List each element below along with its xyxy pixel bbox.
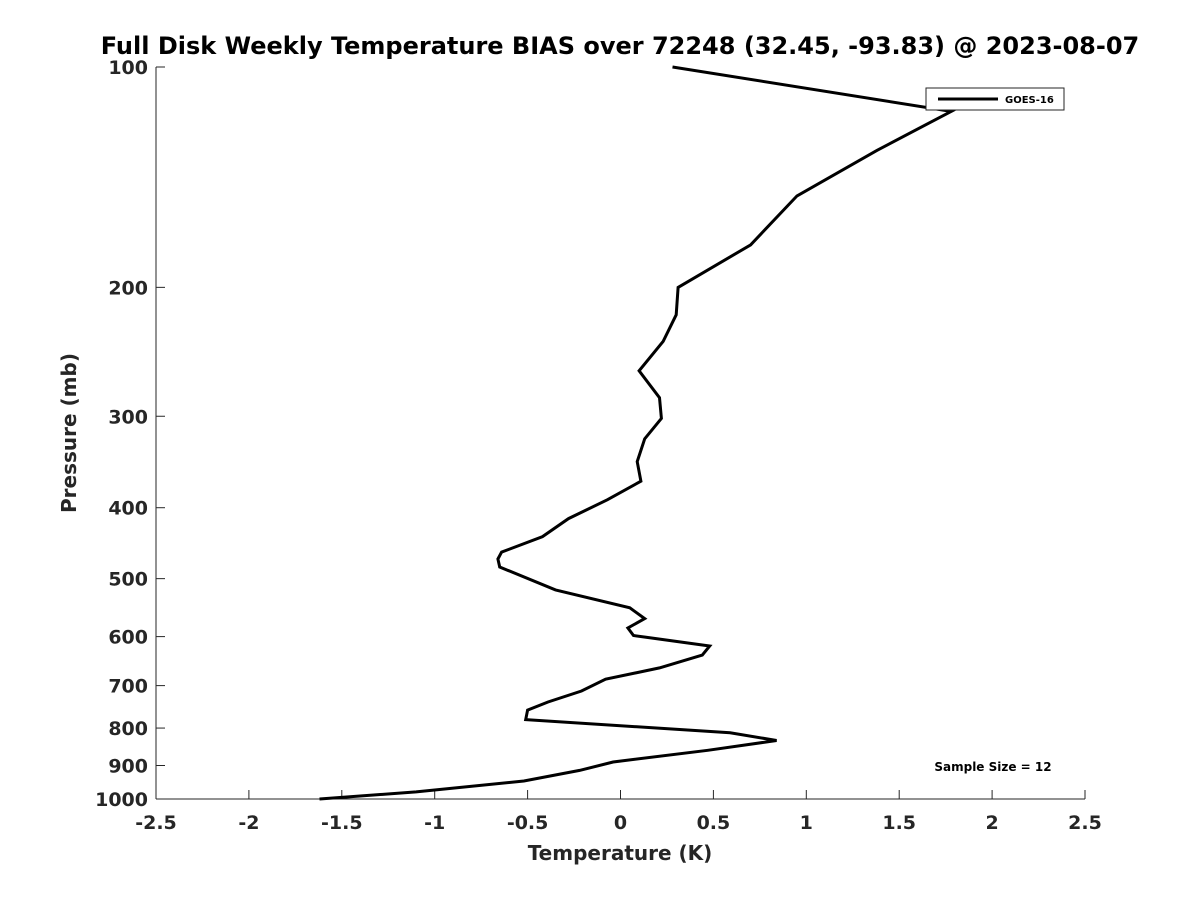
series-group xyxy=(319,65,956,801)
x-tick-label: 2.5 xyxy=(1068,812,1102,834)
legend-label-goes-16: GOES-16 xyxy=(1005,95,1054,106)
series-line-goes-16 xyxy=(319,65,956,801)
x-tick-label: -2.5 xyxy=(135,812,177,834)
chart-title: Full Disk Weekly Temperature BIAS over 7… xyxy=(101,32,1140,60)
y-tick-label: 800 xyxy=(108,718,148,740)
y-tick-label: 200 xyxy=(108,277,148,299)
x-tick-label: 2 xyxy=(985,812,998,834)
y-tick-label: 100 xyxy=(108,57,148,79)
y-axis-ticks: 100 200 300 400 500 600 700 800 900 1000 xyxy=(95,57,165,811)
y-tick-label: 600 xyxy=(108,627,148,649)
legend: GOES-16 xyxy=(925,87,1065,111)
x-tick-label: -2 xyxy=(238,812,259,834)
x-tick-label: -1.5 xyxy=(321,812,363,834)
y-tick-label: 700 xyxy=(108,676,148,698)
y-axis-label: Pressure (mb) xyxy=(57,353,81,513)
x-tick-label: 0 xyxy=(614,812,627,834)
y-tick-label: 1000 xyxy=(95,789,148,811)
sample-size-annotation: Sample Size = 12 xyxy=(934,760,1051,774)
y-tick-label: 300 xyxy=(108,406,148,428)
y-tick-label: 500 xyxy=(108,569,148,591)
x-tick-label: 1.5 xyxy=(882,812,916,834)
x-tick-label: 1 xyxy=(800,812,813,834)
x-tick-label: -1 xyxy=(424,812,445,834)
x-axis-ticks: -2.5 -2 -1.5 -1 -0.5 0 0.5 1 1.5 2 2.5 xyxy=(135,790,1102,834)
x-tick-label: 0.5 xyxy=(697,812,731,834)
y-tick-label: 400 xyxy=(108,498,148,520)
y-tick-label: 900 xyxy=(108,756,148,778)
x-tick-label: -0.5 xyxy=(507,812,549,834)
x-axis-label: Temperature (K) xyxy=(528,841,713,865)
